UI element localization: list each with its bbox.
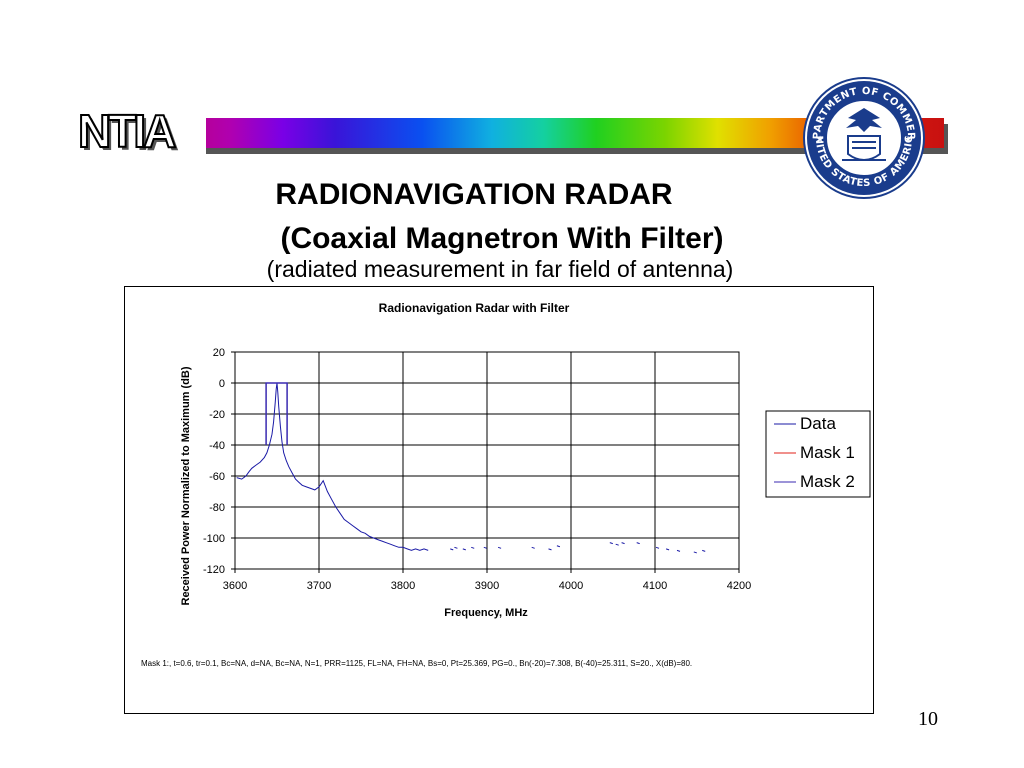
data-point bbox=[655, 546, 660, 549]
data-point bbox=[454, 546, 458, 549]
chart: Radionavigation Radar with Filter Receiv… bbox=[141, 301, 871, 668]
slide-title: RADIONAVIGATION RADAR bbox=[275, 178, 673, 211]
data-point bbox=[471, 546, 475, 549]
slide-subtitle: (radiated measurement in far field of an… bbox=[266, 256, 734, 282]
x-tick-label: 3800 bbox=[391, 580, 415, 592]
data-point bbox=[556, 545, 561, 548]
data-point bbox=[497, 546, 502, 549]
chart-footnote: Mask 1:, t=0.6, tr=0.1, Bc=NA, d=NA, Bc=… bbox=[141, 659, 692, 668]
page-number: 10 bbox=[918, 708, 938, 730]
svg-text:★: ★ bbox=[816, 134, 824, 144]
chart-frame: Radionavigation Radar with Filter Receiv… bbox=[124, 286, 874, 714]
x-tick-label: 3900 bbox=[475, 580, 499, 592]
ntia-logo: NTIA bbox=[77, 104, 177, 158]
y-tick-label: -40 bbox=[209, 440, 225, 452]
svg-text:★: ★ bbox=[904, 134, 912, 144]
rainbow-header-bar bbox=[74, 118, 944, 148]
data-point bbox=[702, 549, 706, 552]
data-point bbox=[609, 542, 613, 545]
y-tick-label: 20 bbox=[213, 347, 225, 359]
legend-label: Data bbox=[800, 414, 836, 433]
data-point bbox=[665, 548, 670, 551]
logo-backdrop bbox=[74, 108, 206, 158]
y-tick-label: -100 bbox=[203, 533, 225, 545]
y-tick-label: -120 bbox=[203, 564, 225, 576]
x-tick-label: 3600 bbox=[223, 580, 247, 592]
legend-box bbox=[765, 410, 871, 498]
x-tick-label: 4200 bbox=[727, 580, 751, 592]
x-axis-label: Frequency, MHz bbox=[444, 607, 528, 619]
series-line-data bbox=[236, 382, 429, 551]
data-point bbox=[676, 549, 681, 552]
x-tick-label: 3700 bbox=[307, 580, 331, 592]
data-point bbox=[450, 548, 454, 551]
commerce-seal-icon: DEPARTMENT OF COMMERCE UNITED STATES OF … bbox=[802, 76, 925, 199]
data-point bbox=[462, 548, 466, 551]
x-tick-label: 4100 bbox=[643, 580, 667, 592]
legend-label: Mask 1 bbox=[800, 443, 855, 462]
data-point bbox=[693, 551, 697, 554]
series-line-mask-2 bbox=[265, 382, 288, 445]
x-tick-label: 4000 bbox=[559, 580, 583, 592]
data-point bbox=[636, 542, 640, 545]
data-point bbox=[531, 546, 535, 549]
slide-title-line2: (Coaxial Magnetron With Filter) bbox=[280, 222, 724, 255]
y-axis-label: Received Power Normalized to Maximum (dB… bbox=[180, 366, 192, 605]
data-point bbox=[621, 542, 625, 545]
data-point bbox=[615, 543, 619, 546]
y-tick-label: 0 bbox=[219, 378, 225, 390]
legend-label: Mask 2 bbox=[800, 472, 855, 491]
y-tick-label: -80 bbox=[209, 502, 225, 514]
data-point bbox=[548, 548, 552, 551]
chart-title: Radionavigation Radar with Filter bbox=[379, 301, 570, 315]
y-tick-label: -20 bbox=[209, 409, 225, 421]
data-point bbox=[483, 546, 487, 549]
y-tick-label: -60 bbox=[209, 471, 225, 483]
